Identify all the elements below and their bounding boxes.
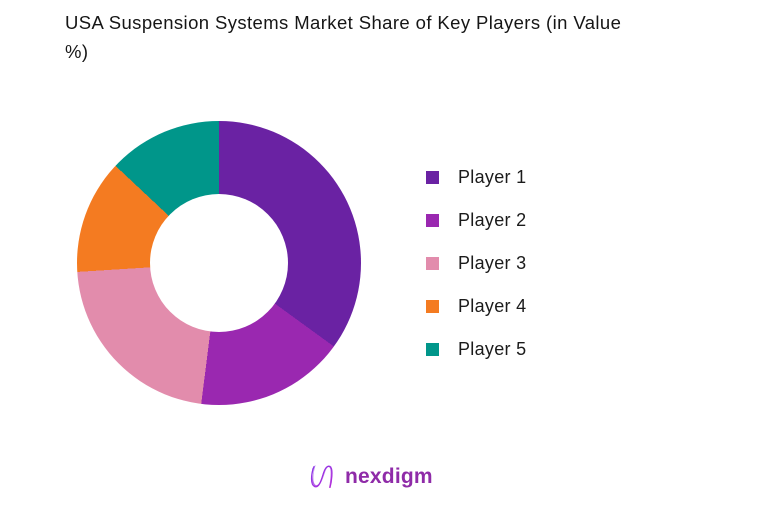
donut-hole (150, 194, 288, 332)
legend-swatch (426, 299, 439, 313)
chart-title: USA Suspension Systems Market Share of K… (65, 12, 622, 62)
legend-swatch (426, 213, 439, 227)
legend-label: Player 2 (458, 209, 527, 230)
legend-label: Player 4 (458, 295, 527, 316)
legend-swatch (426, 256, 439, 270)
legend-item: Player 5 (426, 337, 526, 361)
nexdigm-wave-n-mark-icon (310, 465, 333, 489)
brand-name: nexdigm (345, 465, 433, 488)
donut-chart (77, 121, 361, 405)
legend-item: Player 1 (426, 165, 526, 189)
chart-legend: Player 1 Player 2 Player 3 Player 4 Player 5 (426, 165, 526, 380)
legend-item: Player 4 (426, 294, 526, 318)
legend-swatch (426, 342, 439, 356)
brand-footer: nexdigm (306, 459, 433, 495)
legend-item: Player 3 (426, 251, 526, 275)
legend-label: Player 1 (458, 166, 527, 187)
legend-swatch (426, 170, 439, 184)
legend-label: Player 5 (458, 338, 527, 359)
legend-item: Player 2 (426, 208, 526, 232)
legend-label: Player 3 (458, 252, 527, 273)
